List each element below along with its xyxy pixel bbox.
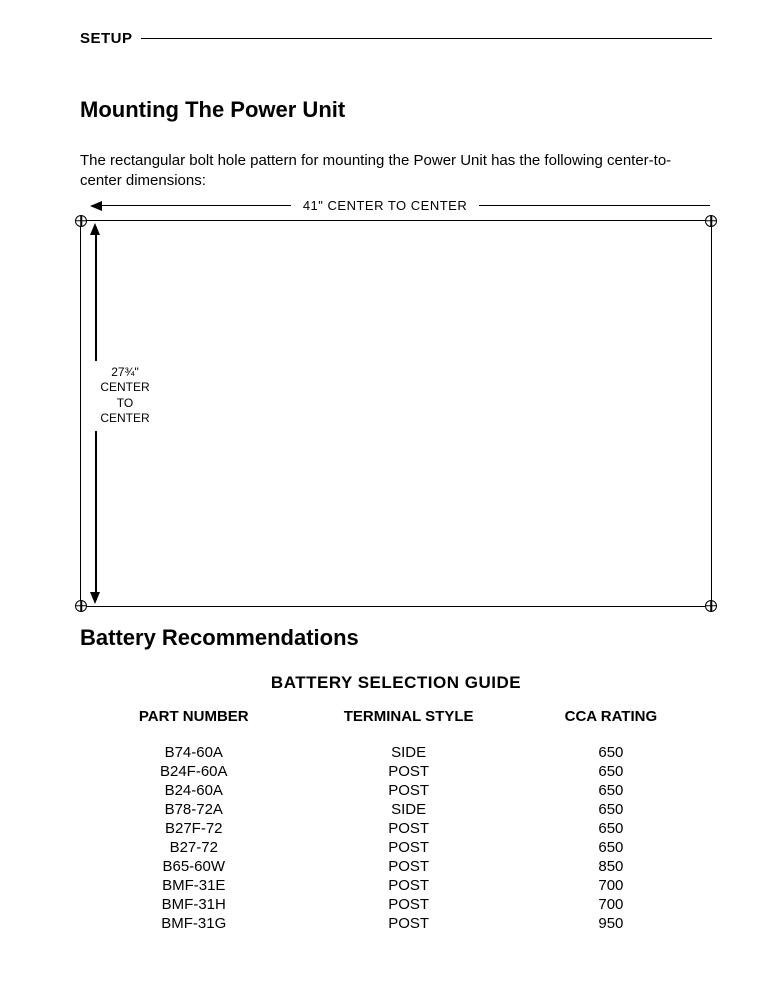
arrow-left-icon [90,201,102,211]
table-row: B27F-72POST650 [80,819,712,838]
table-cell: BMF-31H [80,895,308,914]
height-dimension-label: 27¾" CENTER TO CENTER [85,361,165,431]
table-row: B74-60ASIDE650 [80,743,712,762]
table-cell: B74-60A [80,743,308,762]
table-cell: POST [308,857,510,876]
bolt-hole-icon [705,600,717,612]
table-row: BMF-31HPOST700 [80,895,712,914]
col-terminal-style: TERMINAL STYLE [308,707,510,743]
table-cell: B24-60A [80,781,308,800]
table-row: BMF-31EPOST700 [80,876,712,895]
table-cell: 850 [510,857,712,876]
table-cell: B27-72 [80,838,308,857]
table-cell: 650 [510,781,712,800]
mounting-paragraph: The rectangular bolt hole pattern for mo… [80,151,712,192]
dim-line-left [102,205,291,206]
table-cell: BMF-31E [80,876,308,895]
table-cell: B78-72A [80,800,308,819]
table-cell: POST [308,781,510,800]
table-cell: SIDE [308,743,510,762]
bolt-hole-icon [75,215,87,227]
table-cell: 650 [510,800,712,819]
table-cell: POST [308,895,510,914]
table-cell: B65-60W [80,857,308,876]
table-cell: POST [308,838,510,857]
dim-line-right [479,205,710,206]
col-cca-rating: CCA RATING [510,707,712,743]
table-row: B78-72ASIDE650 [80,800,712,819]
height-line3: CENTER [85,411,165,427]
table-cell: 650 [510,819,712,838]
table-cell: 650 [510,762,712,781]
height-line1: CENTER [85,380,165,396]
table-header-row: PART NUMBER TERMINAL STYLE CCA RATING [80,707,712,743]
table-cell: POST [308,819,510,838]
header-row: SETUP [80,30,712,47]
battery-table: PART NUMBER TERMINAL STYLE CCA RATING B7… [80,707,712,933]
table-row: B24-60APOST650 [80,781,712,800]
header-rule [141,38,712,39]
height-value: 27¾" [85,365,165,381]
table-cell: POST [308,762,510,781]
table-cell: POST [308,914,510,933]
bolt-pattern-diagram: 41" CENTER TO CENTER 27¾" CENTER TO CENT… [80,196,712,607]
bolt-hole-icon [75,600,87,612]
table-row: B27-72POST650 [80,838,712,857]
section-battery-title: Battery Recommendations [80,625,712,651]
table-row: BMF-31GPOST950 [80,914,712,933]
table-cell: SIDE [308,800,510,819]
header-label: SETUP [80,30,133,47]
width-dimension-label: 41" CENTER TO CENTER [291,198,479,213]
table-cell: 700 [510,895,712,914]
table-cell: 700 [510,876,712,895]
table-cell: BMF-31G [80,914,308,933]
height-line2: TO [85,396,165,412]
table-cell: 950 [510,914,712,933]
bolt-hole-icon [705,215,717,227]
table-cell: POST [308,876,510,895]
width-dimension: 41" CENTER TO CENTER [90,196,710,216]
table-cell: 650 [510,838,712,857]
table-cell: B27F-72 [80,819,308,838]
table-cell: B24F-60A [80,762,308,781]
table-cell: 650 [510,743,712,762]
section-mounting-title: Mounting The Power Unit [80,97,712,123]
bolt-rectangle: 27¾" CENTER TO CENTER [80,220,712,607]
battery-table-title: BATTERY SELECTION GUIDE [80,673,712,693]
table-row: B65-60WPOST850 [80,857,712,876]
col-part-number: PART NUMBER [80,707,308,743]
arrow-down-icon [90,592,100,604]
table-row: B24F-60APOST650 [80,762,712,781]
page: SETUP Mounting The Power Unit The rectan… [0,0,772,1000]
